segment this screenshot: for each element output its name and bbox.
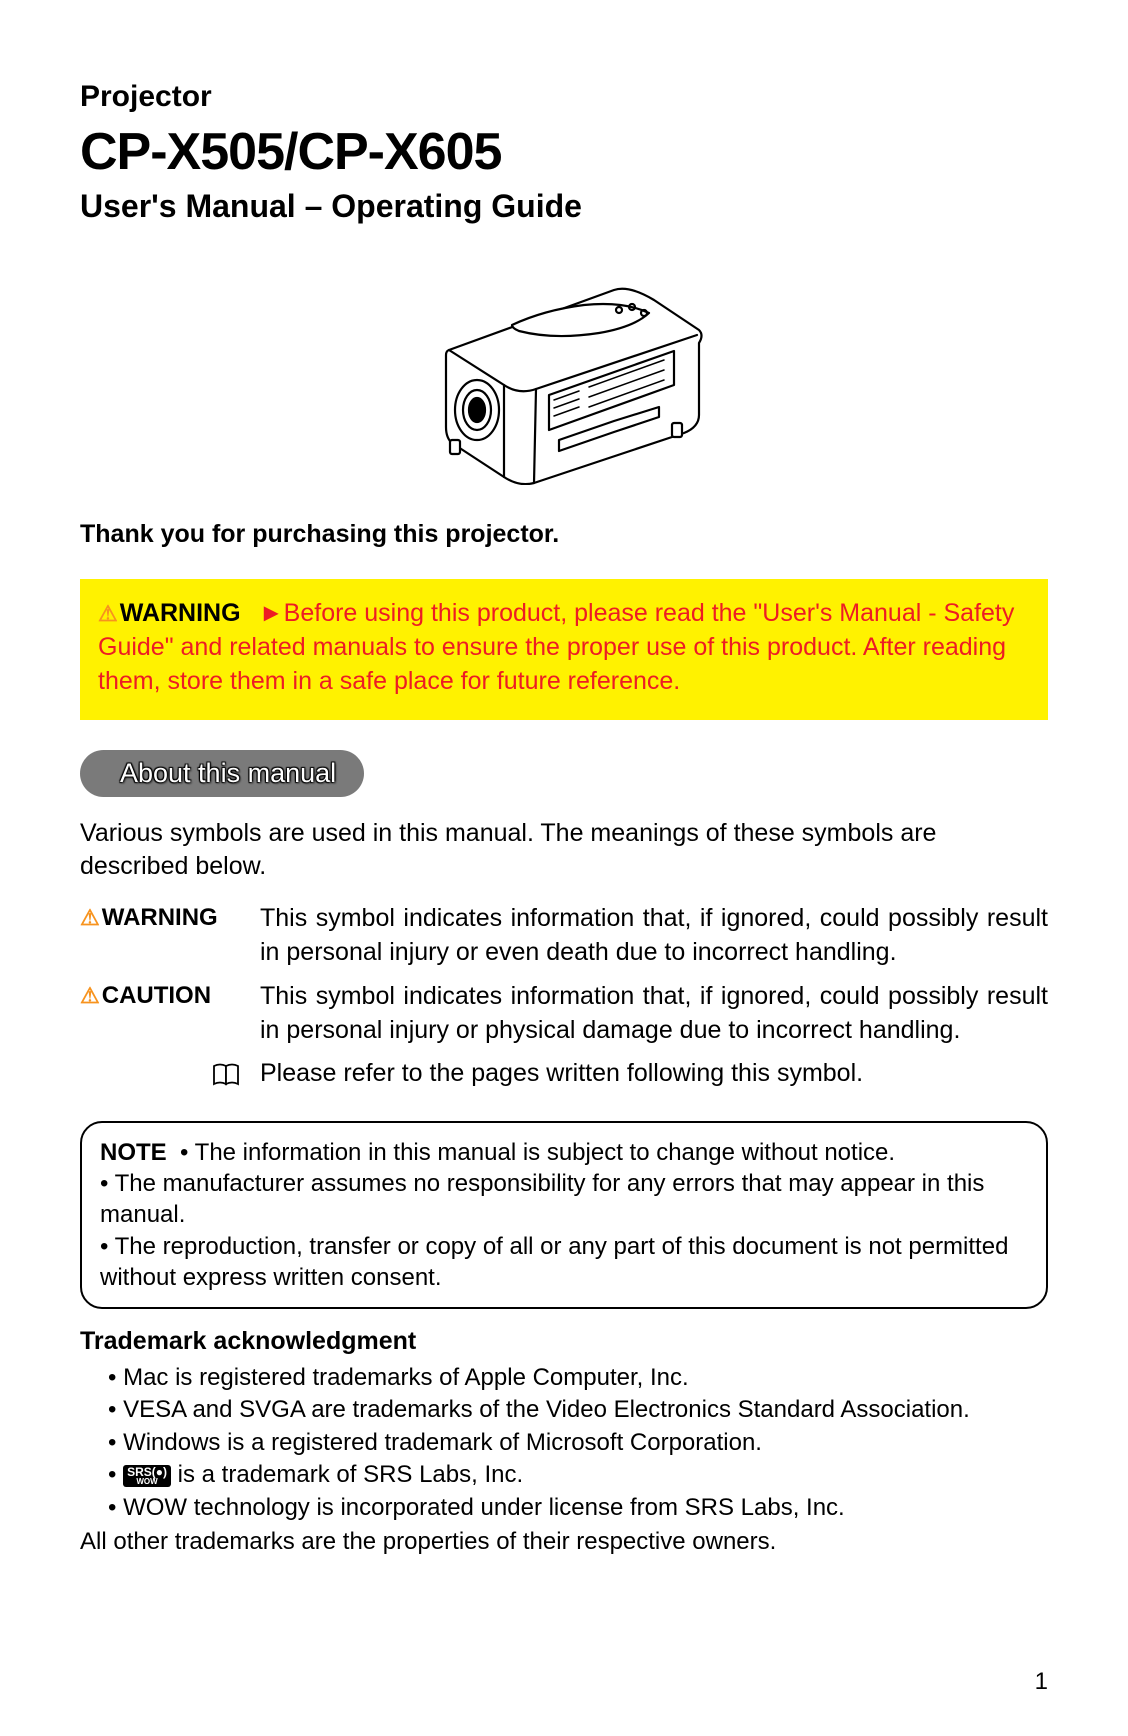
srs-badge-sub: WOW [127, 1478, 167, 1486]
warning-label-text: WARNING [120, 599, 241, 627]
subtitle: User's Manual – Operating Guide [80, 188, 1048, 225]
section-heading-pill: About this manual [80, 750, 364, 797]
symbol-definitions: ⚠WARNING This symbol indicates informati… [80, 902, 1048, 1091]
symbol-caution-desc: This symbol indicates information that, … [260, 980, 1048, 1048]
symbol-warning-desc: This symbol indicates information that, … [260, 902, 1048, 970]
symbol-row-caution: ⚠CAUTION This symbol indicates informati… [80, 980, 1048, 1048]
trademark-item-wow: • WOW technology is incorporated under l… [108, 1492, 1048, 1524]
warning-triangle-icon: ⚠ [98, 601, 118, 626]
arrow-icon: ► [259, 599, 284, 627]
trademark-item-vesa: • VESA and SVGA are trademarks of the Vi… [108, 1394, 1048, 1426]
header: Projector CP-X505/CP-X605 User's Manual … [80, 80, 1048, 225]
projector-icon [404, 255, 724, 485]
caution-triangle-icon: ⚠ [80, 983, 100, 1008]
note-callout: NOTE • The information in this manual is… [80, 1121, 1048, 1309]
warning-label: ⚠WARNING [98, 599, 241, 627]
category-label: Projector [80, 80, 1048, 114]
note-line-2: • The manufacturer assumes no responsibi… [100, 1170, 984, 1228]
note-line-3: • The reproduction, transfer or copy of … [100, 1233, 1008, 1291]
symbol-caution-label: ⚠CAUTION [80, 980, 260, 1048]
srs-badge-icon: SRS(●)WOW [123, 1465, 171, 1487]
note-label: NOTE [100, 1139, 167, 1166]
warning-triangle-icon: ⚠ [80, 905, 100, 930]
warning-callout: ⚠WARNING ►Before using this product, ple… [80, 579, 1048, 720]
srs-prefix: • [108, 1461, 123, 1488]
note-line-1: NOTE • The information in this manual is… [100, 1139, 895, 1166]
trademark-item-mac: • Mac is registered trademarks of Apple … [108, 1362, 1048, 1394]
srs-suffix: is a trademark of SRS Labs, Inc. [171, 1461, 523, 1488]
note-text-1: • The information in this manual is subj… [180, 1139, 895, 1166]
trademark-closing: All other trademarks are the properties … [80, 1526, 1048, 1558]
symbol-row-warning: ⚠WARNING This symbol indicates informati… [80, 902, 1048, 970]
model-title: CP-X505/CP-X605 [80, 122, 1048, 182]
symbol-reference-desc: Please refer to the pages written follow… [260, 1057, 1048, 1091]
trademark-item-srs: • SRS(●)WOW is a trademark of SRS Labs, … [108, 1459, 1048, 1491]
thanks-text: Thank you for purchasing this projector. [80, 520, 1048, 549]
section-intro: Various symbols are used in this manual.… [80, 817, 1048, 882]
symbol-row-reference: Please refer to the pages written follow… [80, 1057, 1048, 1091]
trademark-item-windows: • Windows is a registered trademark of M… [108, 1427, 1048, 1459]
symbol-warning-label: ⚠WARNING [80, 902, 260, 970]
page-number: 1 [80, 1668, 1048, 1696]
symbol-reference-label [80, 1057, 260, 1091]
symbol-caution-label-text: CAUTION [102, 982, 211, 1009]
projector-illustration [80, 255, 1048, 490]
symbol-warning-label-text: WARNING [102, 904, 218, 931]
trademark-heading: Trademark acknowledgment [80, 1327, 1048, 1356]
book-icon [212, 1062, 240, 1086]
trademark-list: • Mac is registered trademarks of Apple … [80, 1362, 1048, 1524]
